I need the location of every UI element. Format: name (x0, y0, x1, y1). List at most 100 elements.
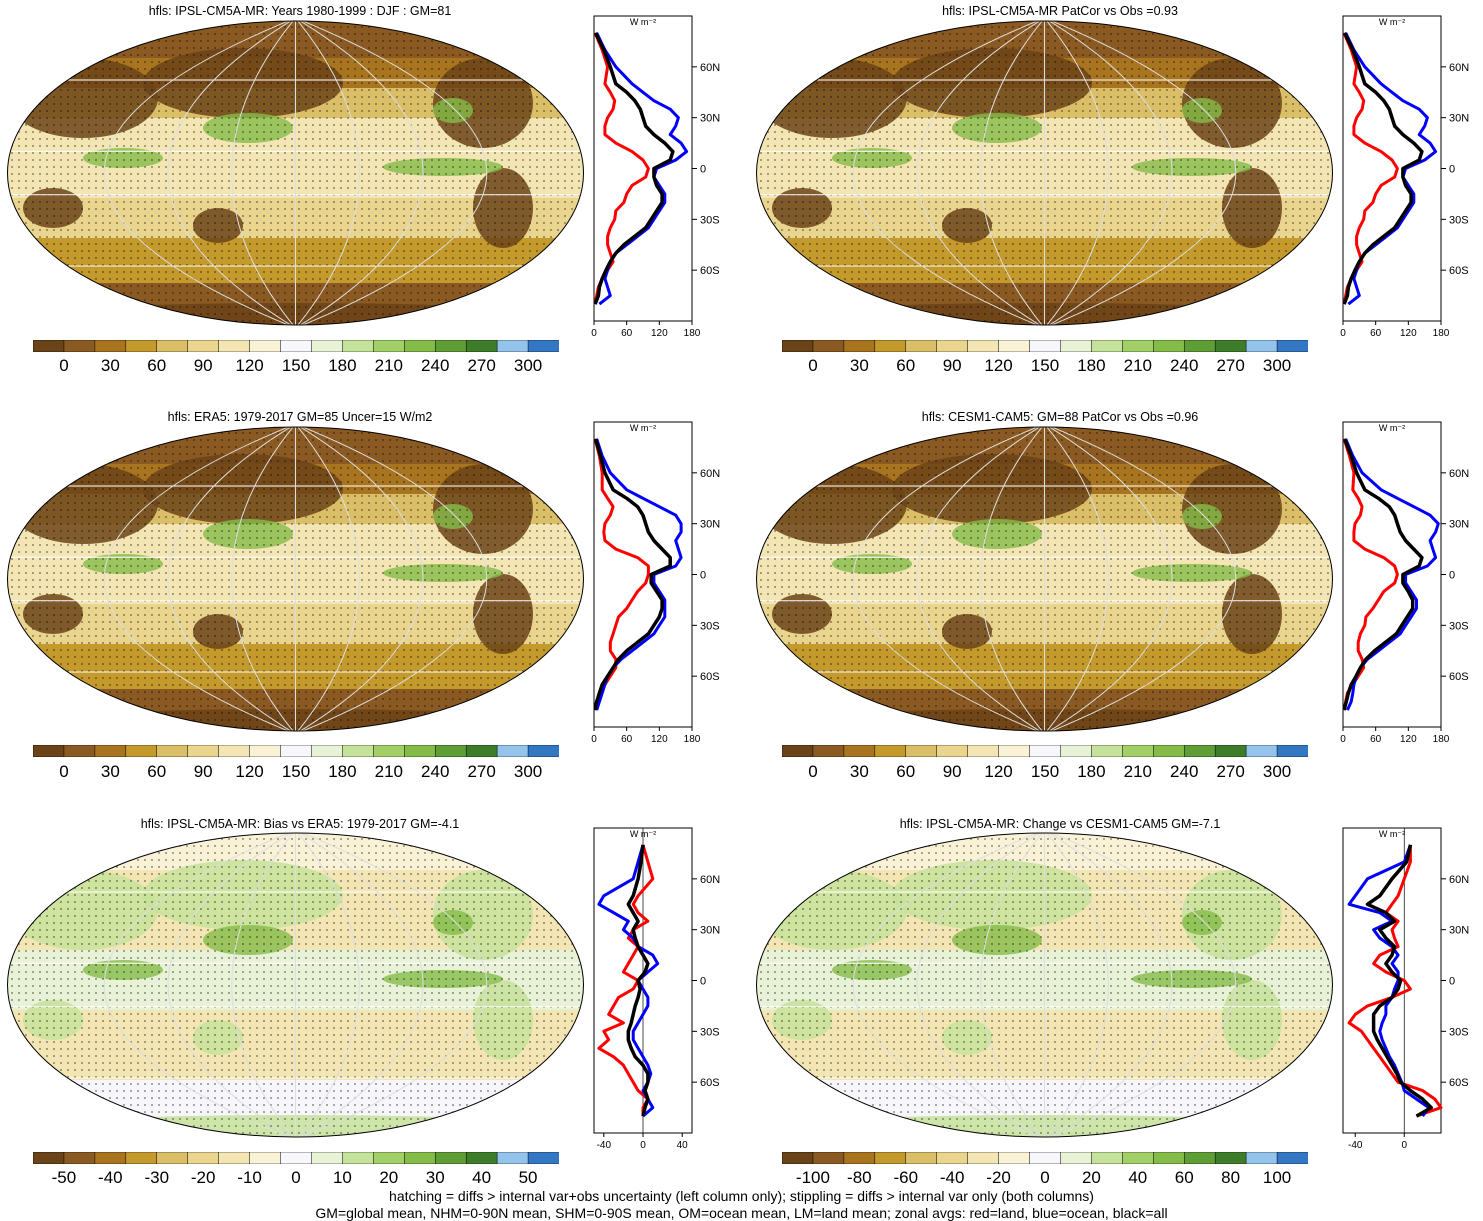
map-field (7, 833, 584, 1137)
colorbar-swatch (63, 745, 96, 757)
colorbar-swatch (936, 745, 969, 757)
colorbar-swatch (311, 340, 344, 352)
colorbar-swatch (905, 1152, 938, 1164)
graticule-line (980, 833, 1045, 1137)
colorbar-tick-label: 210 (1123, 762, 1152, 781)
zonal-ytick-label: 0 (700, 976, 706, 988)
colorbar-tick-label: 150 (1030, 762, 1060, 781)
colorbar-tick-label: 90 (942, 762, 962, 781)
map-border (7, 20, 584, 326)
colorbar-swatch (434, 745, 467, 757)
colorbar-swatch (465, 340, 498, 352)
zonal-all-line (1365, 844, 1433, 1118)
colorbar-tick-label: 0 (808, 762, 818, 781)
zonal-xtick-label: 120 (651, 328, 668, 339)
zonal-ytick-label: 30S (1449, 214, 1469, 226)
zonal-ytick-label: 60N (1449, 874, 1469, 886)
colorbar-swatch (1214, 1152, 1247, 1164)
graticule-line (852, 427, 1045, 731)
colorbar-tick-label: 120 (235, 762, 264, 781)
footer-note-1: hatching = diffs > internal var+obs unce… (389, 1188, 1094, 1204)
zonal-ytick-label: 30S (1449, 620, 1469, 632)
map-panel-2 (756, 20, 1333, 326)
colorbar-swatch (404, 745, 436, 757)
colorbar-swatch (1245, 340, 1278, 352)
colorbar-panel-6 (782, 1152, 1308, 1164)
zonal-ytick-label: 0 (700, 164, 706, 176)
colorbar-tick-label: 20 (379, 1168, 399, 1187)
map-border (7, 832, 584, 1138)
colorbar-tick-label: 120 (984, 762, 1013, 781)
zonal-xtick-label: 120 (651, 734, 668, 745)
colorbar-tick-label: 120 (984, 356, 1013, 375)
graticule-line (295, 833, 488, 1137)
zonal-ytick-label: 60N (1449, 468, 1469, 480)
graticule-line (103, 427, 296, 731)
colorbar-tick-label: 30 (849, 762, 869, 781)
colorbar-swatch (1276, 745, 1308, 757)
zonal-ytick-label: 0 (1449, 164, 1455, 176)
colorbar-swatch (527, 1152, 559, 1164)
colorbar-tick-label: -30 (144, 1168, 170, 1187)
colorbar-swatch (1122, 1152, 1155, 1164)
zonal-all-line (626, 844, 650, 1117)
colorbar-swatch (1183, 1152, 1216, 1164)
colorbar-swatch (1122, 745, 1155, 757)
zonal-xtick-label: 0 (1340, 734, 1346, 745)
graticule-line (1044, 21, 1237, 325)
colorbar-swatch (125, 1152, 158, 1164)
colorbar-tick-label: 300 (513, 356, 543, 375)
colorbar-swatch (812, 340, 845, 352)
colorbar-swatch (812, 1152, 845, 1164)
graticule-line (295, 21, 360, 325)
colorbar-swatch (1276, 1152, 1308, 1164)
zonal-ytick-label: 60S (1449, 265, 1469, 277)
colorbar-tick-label: 60 (896, 356, 916, 375)
colorbar-tick-label: -40 (98, 1168, 123, 1187)
graticule-line (1044, 833, 1109, 1137)
colorbar-tick-label: 150 (281, 356, 311, 375)
zonal-xtick-label: 180 (684, 734, 701, 745)
colorbar-panel-2 (782, 340, 1308, 352)
colorbar-swatch (1276, 340, 1308, 352)
colorbar-tick-label: -10 (237, 1168, 262, 1187)
colorbar-swatch (218, 1152, 251, 1164)
zonal-land-line (1342, 438, 1399, 711)
colorbar-swatch (465, 1152, 498, 1164)
colorbar-panel-4 (782, 745, 1308, 757)
colorbar-tick-label: -50 (51, 1168, 77, 1187)
colorbar-swatch (527, 745, 559, 757)
colorbar-swatch (156, 340, 189, 352)
graticule-line (295, 833, 360, 1137)
colorbar-swatch (249, 1152, 282, 1164)
colorbar-swatch (373, 340, 406, 352)
zonal-xtick-label: 60 (1370, 734, 1382, 745)
zonal-xtick-label: 0 (1401, 1140, 1407, 1151)
colorbar-swatch (218, 745, 251, 757)
panel-title: hfls: IPSL-CM5A-MR PatCor vs Obs =0.93 (942, 4, 1178, 18)
colorbar-tick-label: 80 (1221, 1168, 1241, 1187)
colorbar-tick-label: -100 (795, 1168, 830, 1187)
colorbar-swatch (1214, 745, 1247, 757)
colorbar-tick-label: 210 (1123, 356, 1152, 375)
graticule-line (231, 427, 296, 731)
colorbar-labels-panel-2: 0 30 60 90 120 150 180 210 240 270 300 (782, 356, 1308, 378)
map-panel-1 (7, 20, 584, 326)
colorbar-tick-label: 90 (193, 762, 213, 781)
graticule-line (295, 21, 488, 325)
colorbar-tick-label: 240 (1170, 762, 1199, 781)
colorbar-labels-panel-5: -50 -40 -30 -20 -10 0 10 20 30 40 50 (33, 1168, 559, 1190)
zonal-ytick-label: 30N (1449, 925, 1469, 937)
colorbar-swatch (187, 340, 220, 352)
zonal-ytick-label: 30N (700, 925, 720, 937)
graticule-line (231, 833, 296, 1137)
colorbar-swatch (905, 745, 938, 757)
zonal-xtick-label: 120 (1400, 328, 1417, 339)
colorbar-swatch (874, 1152, 907, 1164)
colorbar-tick-label: 90 (942, 356, 962, 375)
colorbar-tick-label: 90 (193, 356, 213, 375)
colorbar-panel-1 (33, 340, 559, 352)
colorbar-swatch (998, 745, 1031, 757)
colorbar-labels-panel-4: 0 30 60 90 120 150 180 210 240 270 300 (782, 762, 1308, 784)
colorbar-swatch (342, 1152, 375, 1164)
